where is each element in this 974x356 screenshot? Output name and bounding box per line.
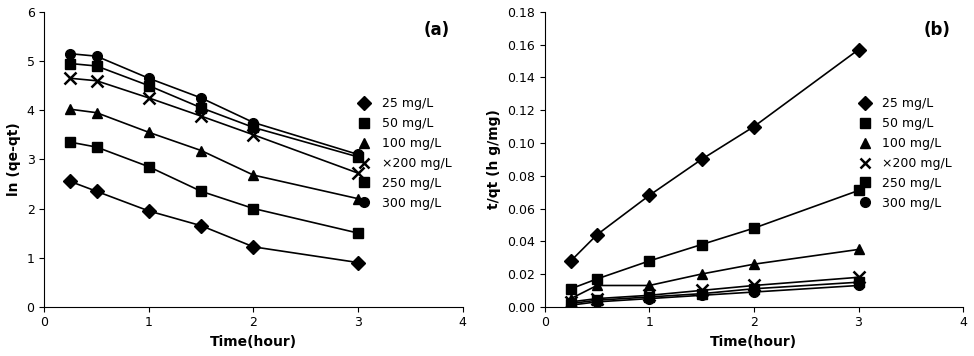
X-axis label: Time(hour): Time(hour) [209,335,297,349]
Y-axis label: t/qt (h g/mg): t/qt (h g/mg) [487,109,502,209]
Text: (a): (a) [424,21,450,39]
Legend: 25 mg/L, 50 mg/L, 100 mg/L, ×200 mg/L, 250 mg/L, 300 mg/L: 25 mg/L, 50 mg/L, 100 mg/L, ×200 mg/L, 2… [347,92,457,215]
Legend: 25 mg/L, 50 mg/L, 100 mg/L, ×200 mg/L, 250 mg/L, 300 mg/L: 25 mg/L, 50 mg/L, 100 mg/L, ×200 mg/L, 2… [847,92,956,215]
X-axis label: Time(hour): Time(hour) [710,335,798,349]
Y-axis label: ln (qe-qt): ln (qe-qt) [7,122,21,196]
Text: (b): (b) [923,21,951,39]
